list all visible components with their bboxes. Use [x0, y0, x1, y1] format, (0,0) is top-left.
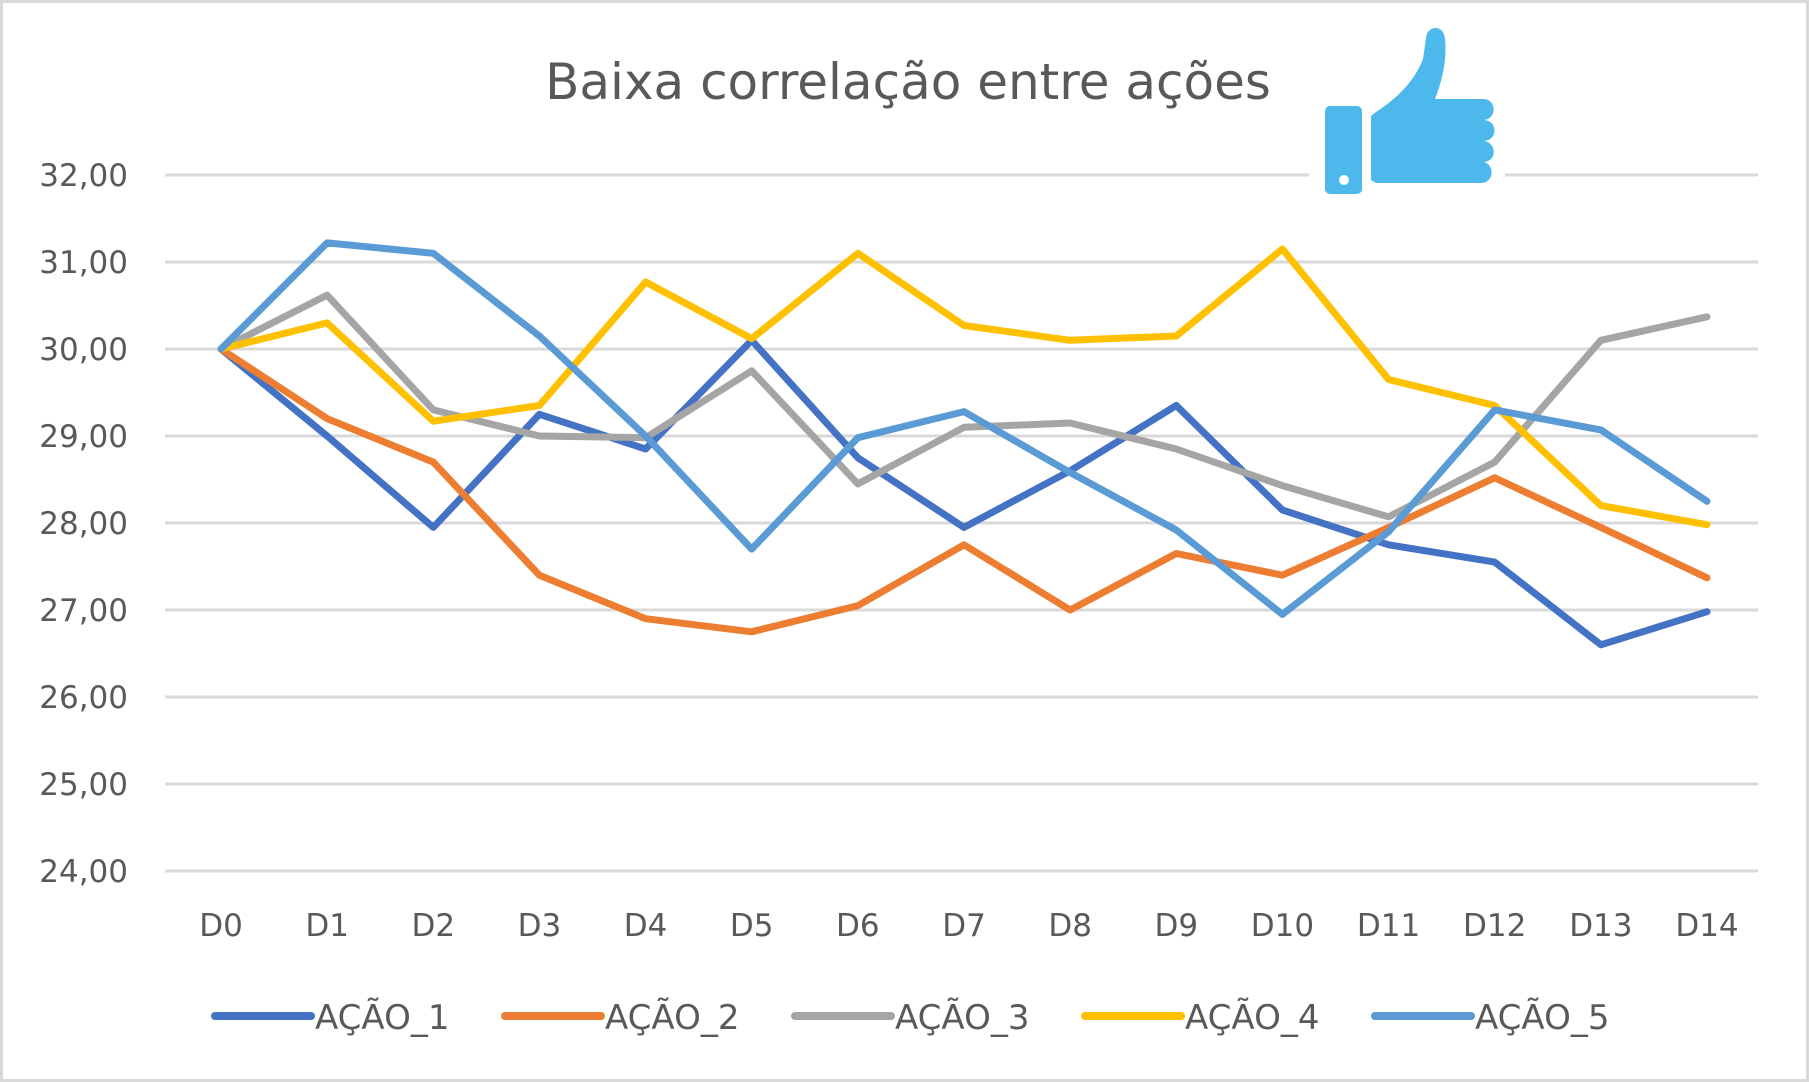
x-tick-label: D3 [518, 908, 562, 944]
y-tick-label: 25,00 [39, 767, 128, 803]
x-tick-label: D11 [1357, 908, 1420, 944]
legend-item: AÇÃO_2 [501, 998, 739, 1038]
x-tick-label: D12 [1463, 908, 1526, 944]
series-line-acao-5 [217, 239, 1711, 618]
y-tick-label: 26,00 [39, 680, 128, 716]
x-tick-label: D7 [942, 908, 986, 944]
legend-label: AÇÃO_2 [605, 998, 739, 1038]
x-tick-label: D9 [1154, 908, 1198, 944]
y-tick-label: 24,00 [39, 854, 128, 890]
x-tick-label: D6 [836, 908, 880, 944]
chart-title: Baixa correlação entre ações [545, 53, 1271, 111]
y-tick-label: 31,00 [39, 245, 128, 281]
y-tick-label: 28,00 [39, 506, 128, 542]
y-tick-label: 29,00 [39, 419, 128, 455]
x-tick-label: D13 [1569, 908, 1632, 944]
x-tick-label: D14 [1675, 908, 1738, 944]
x-tick-label: D8 [1048, 908, 1092, 944]
x-axis-ticks: D0 D1 D2 D3 D4 D5 D6 D7 D8 D9 D10 D11 D12 D13 D14 [199, 908, 1738, 944]
line-chart: 24,00 25,00 26,00 27,00 28,00 29,00 30,00 31,00… [39, 28, 1758, 1038]
series-line-acao-1 [217, 336, 1711, 649]
y-tick-label: 32,00 [39, 158, 128, 194]
y-axis-ticks: 24,00 25,00 26,00 27,00 28,00 29,00 30,00 31,00… [39, 158, 128, 890]
series-line-acao-2 [217, 345, 1711, 636]
series-line-acao-4 [217, 245, 1711, 529]
legend-label: AÇÃO_4 [1185, 998, 1319, 1038]
x-tick-label: D5 [730, 908, 774, 944]
legend-item: AÇÃO_5 [1371, 998, 1609, 1038]
x-tick-label: D2 [411, 908, 455, 944]
x-tick-label: D1 [305, 908, 349, 944]
x-tick-label: D4 [624, 908, 668, 944]
x-tick-label: D10 [1251, 908, 1314, 944]
legend-label: AÇÃO_1 [315, 998, 449, 1038]
legend-item: AÇÃO_1 [211, 998, 449, 1038]
legend-label: AÇÃO_3 [895, 998, 1029, 1038]
x-tick-label: D0 [199, 908, 243, 944]
legend-item: AÇÃO_3 [791, 998, 1029, 1038]
legend: AÇÃO_1 AÇÃO_2 AÇÃO_3 AÇÃO_4 AÇÃO_5 [211, 998, 1609, 1038]
series-lines [217, 239, 1711, 649]
y-tick-label: 30,00 [39, 332, 128, 368]
legend-label: AÇÃO_5 [1475, 998, 1609, 1038]
y-tick-label: 27,00 [39, 593, 128, 629]
legend-item: AÇÃO_4 [1081, 998, 1319, 1038]
thumbs-up-icon [1325, 28, 1495, 194]
